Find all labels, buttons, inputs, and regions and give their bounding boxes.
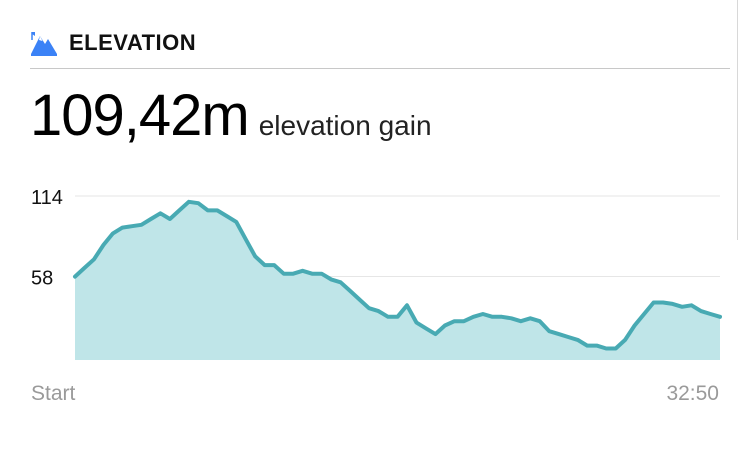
mountain-icon bbox=[30, 30, 58, 56]
elevation-area bbox=[75, 201, 720, 360]
y-tick-label: 58 bbox=[31, 268, 53, 290]
elevation-chart: 58 114 bbox=[31, 187, 722, 360]
card-header: ELEVATION bbox=[30, 28, 196, 58]
elevation-line bbox=[73, 199, 722, 351]
elevation-gain-value: 109,42m bbox=[30, 83, 250, 148]
x-axis-end-label: 32:50 bbox=[666, 382, 719, 405]
elevation-summary: 109,42m elevation gain bbox=[30, 82, 432, 149]
y-tick-label: 114 bbox=[31, 187, 63, 209]
card-edge bbox=[737, 0, 738, 240]
x-axis-start-label: Start bbox=[31, 382, 76, 405]
card-title: ELEVATION bbox=[69, 30, 197, 55]
elevation-gain-caption: elevation gain bbox=[258, 110, 432, 141]
header-divider bbox=[30, 68, 730, 69]
